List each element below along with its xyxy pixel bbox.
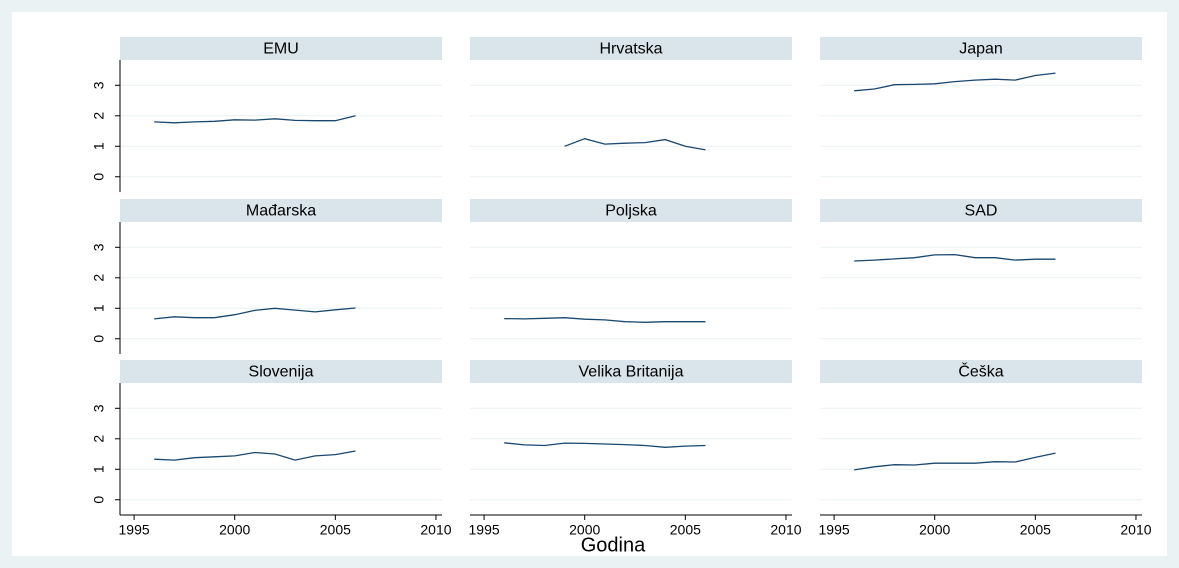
x-tick-label: 1995 — [119, 522, 150, 538]
panel-title-bar — [120, 199, 442, 222]
x-tick-label: 2010 — [1120, 522, 1151, 538]
panel-title-bar — [820, 37, 1142, 60]
panel-title-bar — [820, 199, 1142, 222]
x-tick-label: 2000 — [919, 522, 950, 538]
y-tick-label: 2 — [91, 112, 107, 120]
series-line — [854, 253, 1056, 262]
panel-title: EMU — [263, 41, 299, 58]
plot-region — [12, 12, 1167, 556]
panel-title-bar — [470, 360, 792, 383]
y-tick-label: 2 — [91, 274, 107, 282]
x-tick-label: 2000 — [569, 522, 600, 538]
y-tick-label: 2 — [91, 435, 107, 443]
series-line — [854, 72, 1056, 92]
panel-title: Češka — [958, 362, 1003, 381]
panel-title: Poljska — [605, 203, 657, 220]
panel-title: Japan — [959, 41, 1003, 58]
series-line — [504, 442, 706, 448]
y-tick-label: 3 — [91, 81, 107, 89]
x-tick-label: 2005 — [320, 522, 351, 538]
panel-title: Hrvatska — [599, 41, 662, 58]
series-line — [154, 307, 356, 320]
y-tick-label: 1 — [91, 304, 107, 312]
panel-title: Velika Britanija — [579, 364, 684, 381]
x-tick-label: 2005 — [670, 522, 701, 538]
series-line — [154, 115, 356, 124]
y-tick-label: 3 — [91, 404, 107, 412]
series-line — [564, 138, 706, 151]
x-tick-label: 2010 — [420, 522, 451, 538]
series-line — [154, 450, 356, 461]
panel-title-bar — [820, 360, 1142, 383]
y-tick-label: 0 — [91, 335, 107, 343]
x-tick-label: 2000 — [219, 522, 250, 538]
panel-title-bar — [120, 37, 442, 60]
y-tick-label: 1 — [91, 142, 107, 150]
panel-title: Mađarska — [246, 203, 316, 220]
series-line — [504, 317, 706, 323]
y-tick-label: 0 — [91, 496, 107, 504]
x-tick-label: 1995 — [819, 522, 850, 538]
panel-title-bar — [120, 360, 442, 383]
series-line — [854, 452, 1056, 471]
y-tick-label: 0 — [91, 173, 107, 181]
panel-title: SAD — [965, 203, 998, 220]
panel-title-bar — [470, 199, 792, 222]
panel-title-bar — [470, 37, 792, 60]
x-tick-label: 2010 — [770, 522, 801, 538]
y-tick-label: 3 — [91, 243, 107, 251]
y-tick-label: 1 — [91, 465, 107, 473]
x-tick-label: 2005 — [1020, 522, 1051, 538]
panel-title: Slovenija — [249, 364, 314, 381]
x-tick-label: 1995 — [469, 522, 500, 538]
x-axis-label: Godina — [581, 534, 646, 556]
